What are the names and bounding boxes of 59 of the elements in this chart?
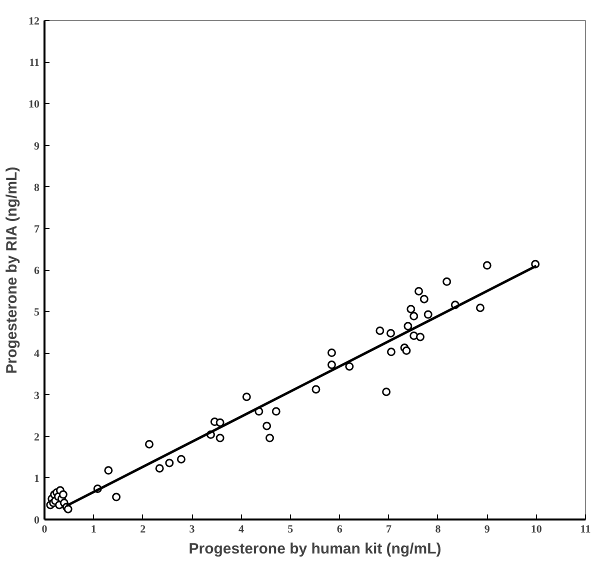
point: [262, 422, 272, 430]
x-tick-label: 1: [90, 524, 96, 536]
y-tick-label: 9: [34, 140, 40, 152]
y-tick-label: 10: [28, 98, 40, 111]
x-tick-label: 6: [336, 524, 343, 536]
point: [216, 434, 224, 442]
x-tick-label: 9: [484, 524, 490, 536]
point: [242, 392, 251, 402]
y-axis-title: Progesterone by RIA (ng/mL): [4, 166, 20, 374]
point: [402, 346, 411, 355]
y-tick-label: 6: [34, 265, 40, 277]
x-tick-label: 8: [435, 524, 442, 536]
x-tick-label: 2: [140, 524, 146, 536]
y-tick-label: 11: [29, 57, 40, 70]
point: [112, 492, 121, 502]
y-tick-label: 8: [34, 182, 40, 194]
point: [104, 466, 113, 475]
x-axis-title: Progesterone by human kit (ng/mL): [188, 540, 442, 558]
y-tick-label: 12: [28, 16, 40, 28]
point: [416, 332, 424, 342]
x-tick-label: 5: [288, 524, 294, 536]
point: [58, 490, 68, 499]
y-tick-label: 4: [34, 348, 40, 360]
x-tick-label: 11: [580, 524, 591, 536]
point: [145, 440, 154, 448]
x-tick-label: 7: [386, 524, 392, 536]
point: [272, 407, 280, 416]
point: [482, 261, 492, 270]
point: [327, 348, 336, 357]
point: [404, 322, 412, 330]
point: [327, 360, 336, 370]
point: [442, 277, 452, 286]
x-tick-label: 0: [42, 524, 48, 536]
y-tick-label: 3: [34, 390, 40, 402]
point: [382, 388, 391, 396]
point: [216, 418, 224, 427]
point: [386, 348, 396, 356]
point: [414, 286, 424, 296]
point: [312, 385, 320, 394]
point: [155, 464, 164, 473]
x-tick-label: 4: [238, 524, 244, 536]
point: [406, 304, 416, 314]
y-tick-label: 7: [34, 223, 40, 236]
point: [386, 328, 395, 338]
point: [410, 312, 418, 320]
y-tick-label: 5: [34, 306, 40, 319]
point: [165, 458, 174, 468]
y-tick-label: 1: [34, 472, 40, 485]
x-tick-label: 3: [189, 524, 196, 536]
point: [476, 304, 484, 312]
point: [420, 294, 428, 304]
point: [345, 362, 354, 371]
y-tick-label: 0: [34, 514, 40, 526]
x-tick-label: 10: [530, 524, 542, 536]
point: [266, 434, 274, 442]
point: [176, 454, 186, 464]
point: [376, 326, 384, 335]
y-tick-label: 2: [34, 431, 40, 444]
point: [424, 310, 432, 319]
